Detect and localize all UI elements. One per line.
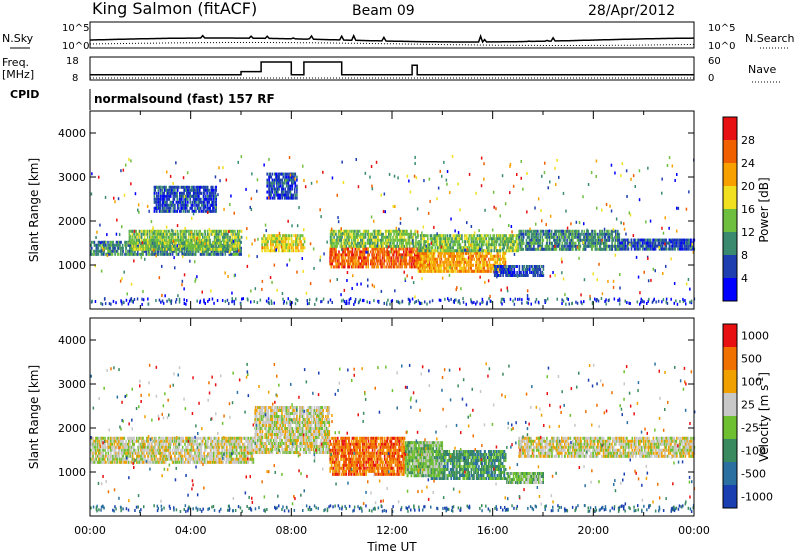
velocity-colorbar-cell <box>723 347 737 371</box>
cpid-label: CPID <box>10 88 39 101</box>
time-xlabel: Time UT <box>366 540 417 554</box>
velocity-ytick-label: 2000 <box>58 422 86 435</box>
power-colorbar-tick: 12 <box>741 226 755 239</box>
velocity-colorbar-tick: 25 <box>741 399 755 412</box>
velocity-xtick-label: 00:00 <box>74 524 106 537</box>
power-colorbar-cell <box>723 209 737 233</box>
power-colorbar-cell <box>723 186 737 210</box>
velocity-colorbar-tick: -1000 <box>741 491 773 504</box>
noise-search-label: N.Search <box>745 32 795 45</box>
velocity-region <box>506 472 544 484</box>
power-ytick-label: 2000 <box>58 215 86 228</box>
power-colorbar-tick: 20 <box>741 180 755 193</box>
nave-tick-bottom: 0 <box>708 73 714 84</box>
power-colorbar-cell <box>723 278 737 302</box>
power-region <box>518 230 620 251</box>
velocity-panel: 1000 2000 3000 4000 00:00 04:00 08:00 12:00 16:… <box>27 318 773 554</box>
velocity-region <box>518 437 695 458</box>
velocity-xtick-label: 04:00 <box>175 524 207 537</box>
power-region <box>266 173 297 200</box>
velocity-xtick-label: 16:00 <box>477 524 509 537</box>
power-colorbar-tick: 16 <box>741 203 755 216</box>
plot-title: King Salmon (fitACF) <box>92 0 257 18</box>
nave-tick-top: 60 <box>708 56 721 67</box>
beam-label: Beam 09 <box>352 3 415 19</box>
date-label: 28/Apr/2012 <box>588 3 675 19</box>
noise-right-tick-bottom: 10^0 <box>708 41 735 52</box>
noise-sky-line <box>90 36 694 42</box>
power-ytick-label: 1000 <box>58 259 86 272</box>
velocity-colorbar-tick: -500 <box>741 468 766 481</box>
power-ytick-label: 4000 <box>58 127 86 140</box>
power-region <box>329 247 430 268</box>
power-ytick-label: 3000 <box>58 171 86 184</box>
power-colorbar-cell <box>723 140 737 164</box>
power-region <box>154 186 217 213</box>
cpid-text: normalsound (fast) 157 RF <box>94 92 275 106</box>
power-region <box>418 234 520 252</box>
power-colorbar-tick: 28 <box>741 134 755 147</box>
freq-unit: [MHz] <box>2 68 34 81</box>
power-colorbar-label: Power [dB] <box>757 177 771 242</box>
power-colorbar-tick: 24 <box>741 157 755 170</box>
power-colorbar-cell <box>723 232 737 256</box>
noise-right-tick-top: 10^5 <box>708 23 735 34</box>
power-region <box>494 265 545 277</box>
power-colorbar-cell <box>723 255 737 279</box>
freq-tick-bottom: 8 <box>72 73 78 84</box>
velocity-colorbar-cell <box>723 370 737 394</box>
freq-line <box>90 62 694 75</box>
freq-panel: Freq. [MHz] 18 8 60 0 Nave <box>2 56 780 84</box>
velocity-colorbar-label-text: Velocity [m s <box>757 385 771 462</box>
nave-label: Nave <box>748 63 776 76</box>
velocity-colorbar-cell <box>723 324 737 348</box>
freq-tick-top: 18 <box>66 56 79 67</box>
power-ylabel: Slant Range [km] <box>27 158 41 262</box>
velocity-ytick-label: 1000 <box>58 466 86 479</box>
velocity-colorbar-cell <box>723 462 737 486</box>
velocity-colorbar-label: Velocity [m s-1] <box>756 372 771 462</box>
noise-left-tick-bottom: 10^0 <box>62 41 89 52</box>
velocity-xtick-label: 20:00 <box>577 524 609 537</box>
power-region <box>418 252 507 273</box>
power-colorbar-cell <box>723 163 737 187</box>
velocity-ytick-label: 3000 <box>58 378 86 391</box>
noise-sky-label: N.Sky <box>2 32 34 45</box>
power-colorbar-tick: 8 <box>741 249 748 262</box>
velocity-colorbar-exp: -1 <box>756 377 765 385</box>
power-colorbar-cell <box>723 117 737 141</box>
velocity-colorbar-cell <box>723 485 737 509</box>
velocity-colorbar-bracket: ] <box>757 372 771 377</box>
velocity-colorbar-tick: 500 <box>741 353 762 366</box>
velocity-xtick-label: 00:00 <box>678 524 710 537</box>
power-region <box>129 230 243 251</box>
velocity-colorbar-cell <box>723 416 737 440</box>
velocity-xtick-label: 12:00 <box>376 524 408 537</box>
velocity-colorbar-tick: 1000 <box>741 330 769 343</box>
power-colorbar-tick: 4 <box>741 272 748 285</box>
velocity-xtick-label: 08:00 <box>275 524 307 537</box>
noise-left-tick-top: 10^5 <box>62 23 89 34</box>
noise-search-line <box>90 43 694 46</box>
velocity-colorbar-cell <box>723 393 737 417</box>
velocity-ytick-label: 4000 <box>58 334 86 347</box>
power-region <box>261 234 305 252</box>
velocity-region <box>90 437 254 464</box>
velocity-ylabel: Slant Range [km] <box>27 365 41 469</box>
velocity-colorbar-cell <box>723 439 737 463</box>
power-panel: 1000 2000 3000 4000 Slant Range [km] 4 8 12 16… <box>27 111 771 309</box>
noise-panel: N.Sky 10^5 10^0 10^5 10^0 N.Search <box>2 22 795 52</box>
velocity-region <box>254 406 330 454</box>
